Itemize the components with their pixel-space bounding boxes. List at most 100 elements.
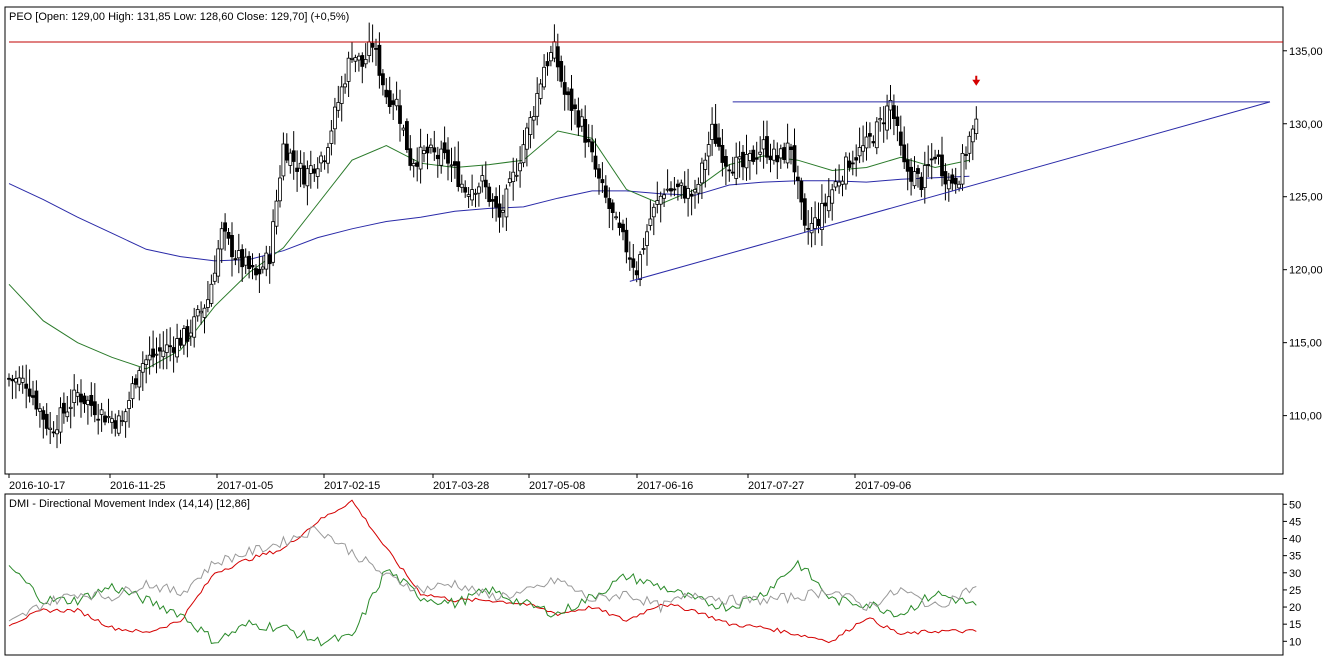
candle-up xyxy=(693,189,697,193)
price-chart-title: PEO [Open: 129,00 High: 131,85 Low: 128,… xyxy=(9,11,349,23)
candle-up xyxy=(748,153,752,161)
candle-up xyxy=(243,256,248,266)
candle-up xyxy=(844,156,848,185)
dmi-y-axis: 10 15 20 25 30 35 40 45 50 xyxy=(1283,499,1301,648)
candle-down xyxy=(559,61,564,82)
candle-up xyxy=(778,148,783,159)
candle-down xyxy=(871,141,876,144)
candle-up xyxy=(147,354,152,361)
candle-up xyxy=(236,250,241,259)
candle-down xyxy=(607,198,612,210)
candle-down xyxy=(168,345,173,348)
candle-down xyxy=(254,268,258,276)
candle-down xyxy=(82,395,87,405)
candle-up xyxy=(188,332,193,337)
candle-up xyxy=(123,411,128,423)
candle-up xyxy=(326,147,330,164)
candle-down xyxy=(62,402,66,414)
candle-up xyxy=(528,117,533,135)
candle-up xyxy=(164,344,169,353)
candle-down xyxy=(576,110,581,128)
candle-down xyxy=(919,176,924,190)
candle-down xyxy=(408,148,413,166)
candle-down xyxy=(720,144,725,163)
candle-up xyxy=(216,248,221,277)
candle-down xyxy=(34,390,39,410)
candle-up xyxy=(665,188,670,191)
moving-average-line-1 xyxy=(8,175,970,262)
candle-down xyxy=(490,199,495,202)
candle-up xyxy=(58,407,63,433)
candle-down xyxy=(483,179,488,188)
candle-down xyxy=(775,155,780,163)
candle-up xyxy=(260,266,265,270)
candle-up xyxy=(885,105,889,131)
dmi-panel-frame xyxy=(4,493,1284,656)
candle-up xyxy=(967,135,972,154)
candle-up xyxy=(281,143,286,177)
candle-down xyxy=(295,167,300,172)
candle-down xyxy=(432,147,437,153)
down-arrow-icon xyxy=(972,75,981,86)
candle-up xyxy=(466,194,471,197)
candle-down xyxy=(31,395,35,398)
dmi-y-tick-label: 25 xyxy=(1289,585,1301,597)
price-x-tick-label: 2016-11-25 xyxy=(110,480,165,492)
candle-down xyxy=(398,105,402,124)
candle-down xyxy=(895,116,900,127)
candle-down xyxy=(257,268,262,275)
candle-up xyxy=(531,116,536,121)
candle-down xyxy=(621,223,625,233)
candle-down xyxy=(284,143,289,161)
price-x-tick-label: 2016-10-17 xyxy=(9,480,65,492)
candle-down xyxy=(943,171,948,185)
candle-up xyxy=(686,188,690,199)
price-x-tick-label: 2017-02-15 xyxy=(324,480,380,492)
candle-down xyxy=(380,73,385,86)
dmi-y-tick-label: 40 xyxy=(1289,534,1301,546)
candle-down xyxy=(631,258,636,268)
candle-up xyxy=(209,283,214,304)
dmi-y-tick-label: 50 xyxy=(1289,499,1301,511)
candle-down xyxy=(689,193,694,197)
candle-down xyxy=(96,418,101,421)
candle-down xyxy=(792,145,797,173)
candle-up xyxy=(833,181,838,188)
candle-down xyxy=(940,154,944,177)
candle-down xyxy=(425,146,430,154)
candle-up xyxy=(99,409,104,415)
candle-up xyxy=(500,209,505,213)
candle-down xyxy=(590,141,594,153)
candle-down xyxy=(27,388,32,397)
candle-up xyxy=(264,252,269,270)
candle-up xyxy=(278,177,282,202)
price-x-tick-label: 2017-01-05 xyxy=(217,480,273,492)
price-x-axis: 2016-10-17 2016-11-25 2017-01-05 2017-02-15… xyxy=(8,474,911,492)
candle-down xyxy=(854,157,859,161)
price-x-tick-label: 2017-06-16 xyxy=(637,480,693,492)
candle-up xyxy=(511,171,516,182)
candle-up xyxy=(459,183,464,188)
candle-down xyxy=(916,168,920,174)
candle-up xyxy=(734,156,739,179)
price-y-tick-label: 120,00 xyxy=(1289,265,1323,277)
candle-up xyxy=(353,57,358,62)
candle-up xyxy=(922,165,927,189)
candle-down xyxy=(312,168,317,174)
candle-up xyxy=(144,359,149,365)
price-y-tick-label: 125,00 xyxy=(1289,192,1323,204)
candle-up xyxy=(55,429,59,435)
candle-down xyxy=(727,169,732,172)
price-moving-averages xyxy=(8,130,970,370)
candle-down xyxy=(387,90,392,107)
candle-up xyxy=(638,254,642,280)
candle-down xyxy=(267,254,272,265)
candle-down xyxy=(782,147,787,161)
candle-down xyxy=(789,146,793,150)
candle-down xyxy=(51,431,56,434)
candle-down xyxy=(936,154,941,157)
candle-down xyxy=(754,157,759,160)
candle-up xyxy=(38,408,42,412)
candle-down xyxy=(799,180,804,203)
dmi-y-tick-label: 35 xyxy=(1289,551,1301,563)
